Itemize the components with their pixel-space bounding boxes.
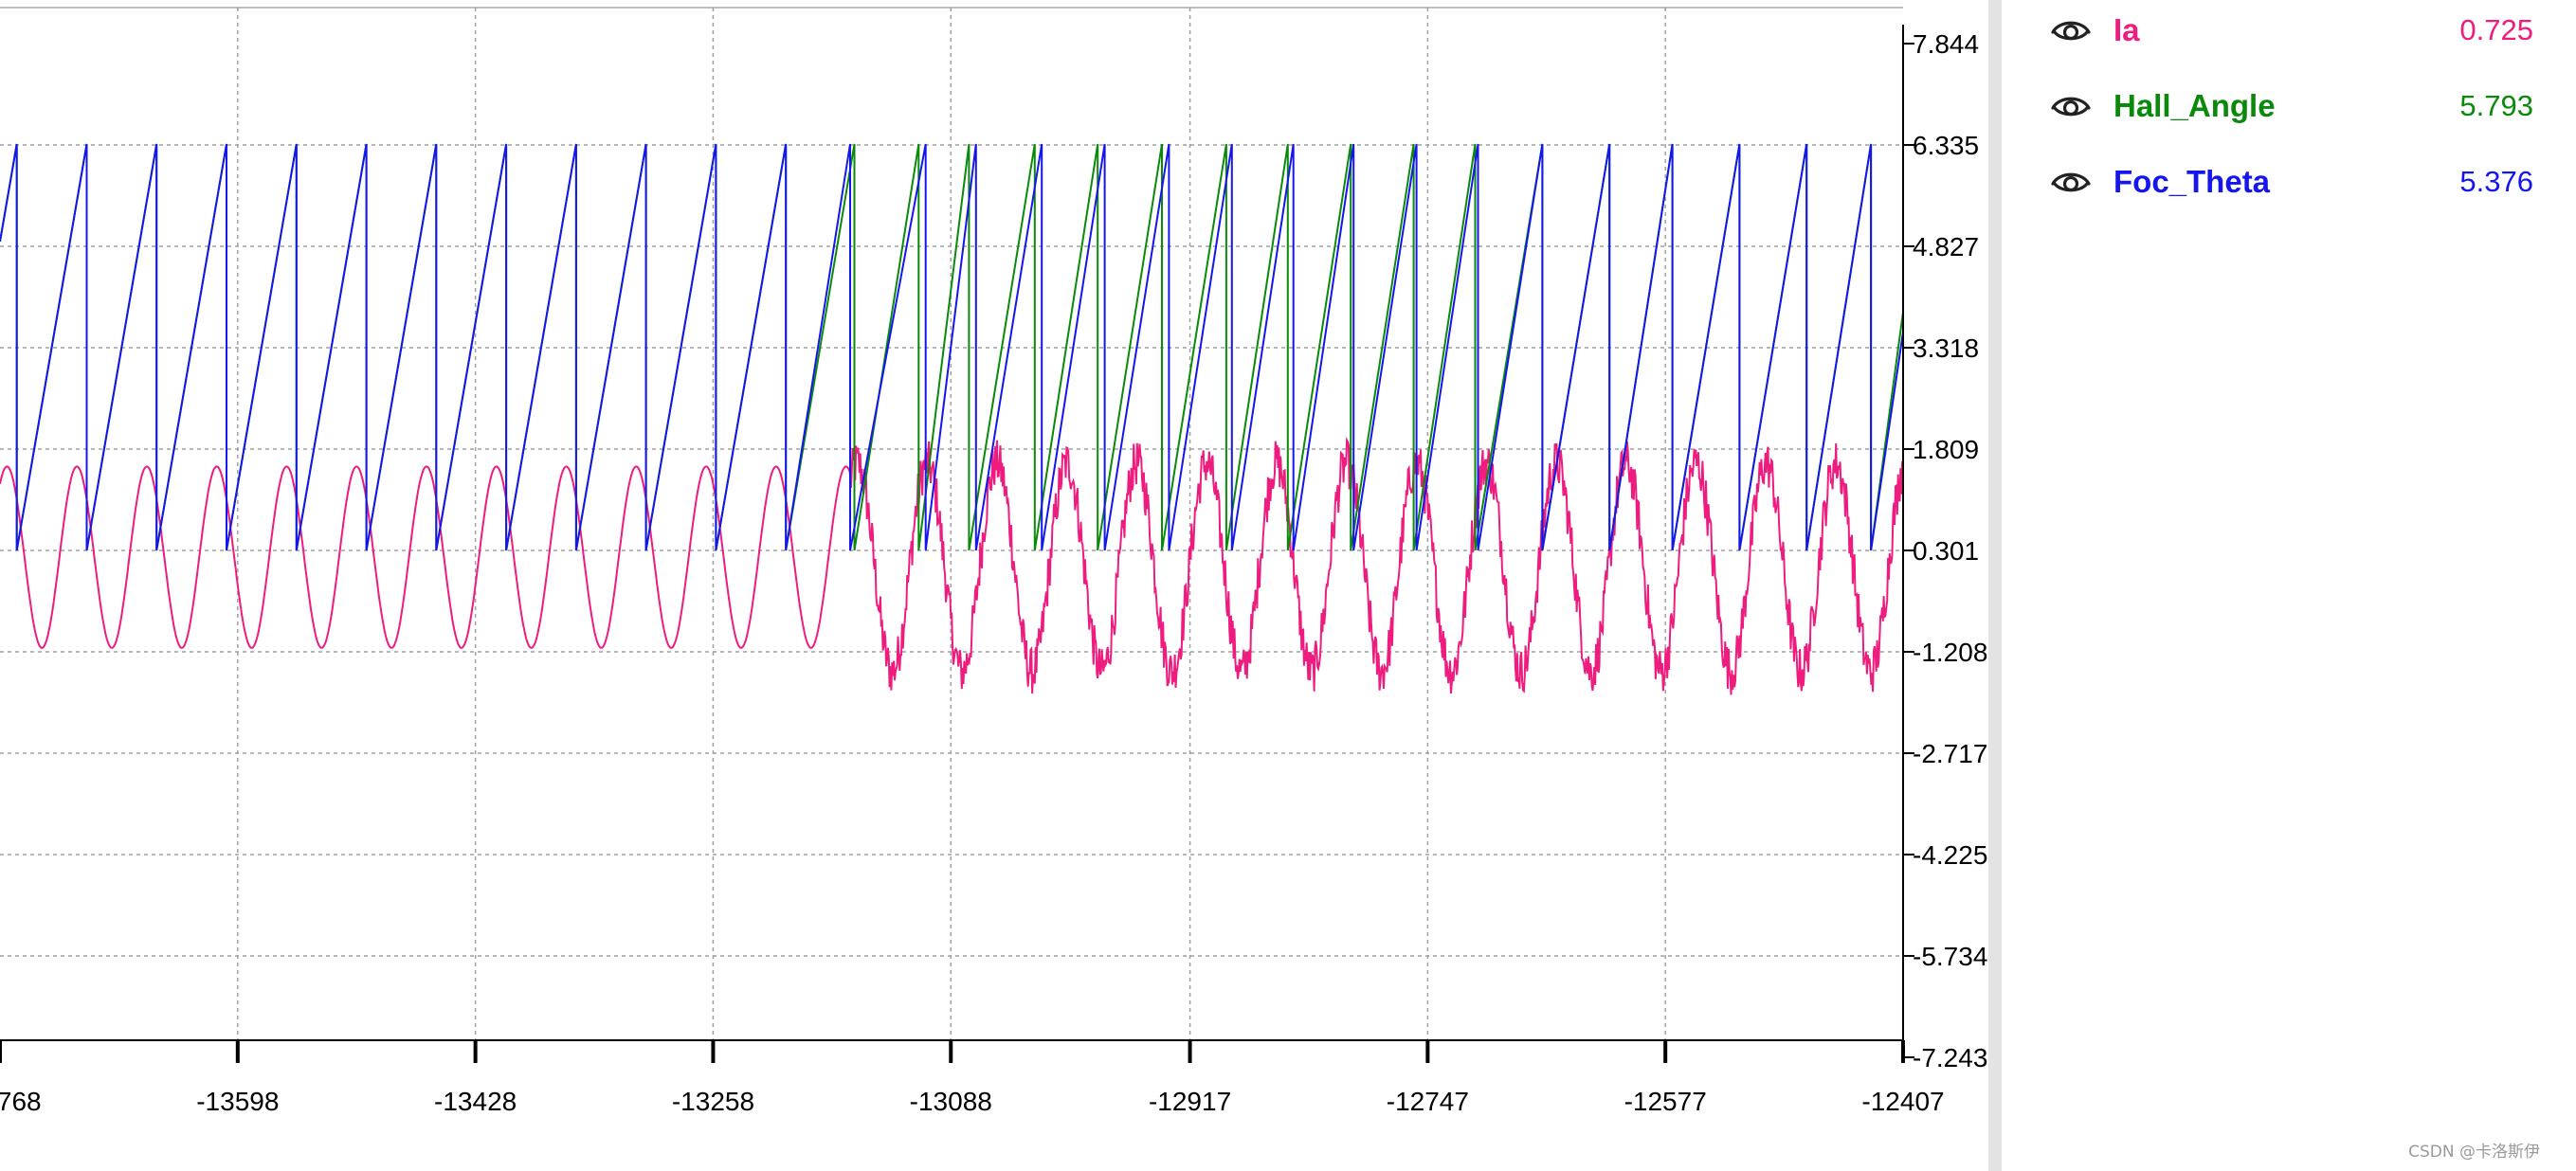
y-tick-label: 7.844 [1913, 29, 1979, 59]
legend-series-name: Hall_Angle [2113, 88, 2276, 123]
x-tick-label: -13598 [196, 1087, 279, 1116]
series-line-ia [0, 436, 1904, 695]
y-tick-label: -4.225 [1913, 840, 1987, 870]
eye-icon[interactable] [2050, 167, 2092, 197]
x-tick-label: -13768 [0, 1087, 42, 1116]
x-tick-label: -13088 [910, 1087, 992, 1116]
panel-splitter[interactable] [1988, 0, 2002, 1171]
legend-series-value: 0.725 [2459, 13, 2533, 46]
legend-series-value: 5.376 [2459, 165, 2533, 198]
x-tick-label: -13428 [434, 1087, 517, 1116]
x-tick-label: -12917 [1149, 1087, 1231, 1116]
y-tick-label: 4.827 [1913, 232, 1979, 261]
series-layer [0, 143, 1904, 695]
legend-series-value: 5.793 [2459, 89, 2533, 122]
plot-area[interactable]: -13768 -13598 -13428 -13258 -13088 -12917 -127… [0, 0, 1988, 1171]
y-tick-label: -7.243 [1913, 1043, 1987, 1072]
y-tick-label: 3.318 [1913, 333, 1979, 363]
y-tick-label: 0.301 [1913, 536, 1979, 566]
series-line-foc_theta [0, 143, 1904, 551]
legend-panel: Ia 0.725 Hall_Angle 5.793 Foc_Theta 5.376 [2003, 0, 2576, 1171]
legend-series-name: Ia [2113, 12, 2140, 47]
legend-series-name: Foc_Theta [2113, 164, 2271, 199]
y-tick-label: 1.809 [1913, 435, 1979, 464]
x-tick-label: -12577 [1624, 1087, 1707, 1116]
y-axis-ticks: 7.844 6.335 4.827 3.318 1.809 0.301 -1.208 -2.7… [1903, 29, 1987, 1072]
legend-item-hall_angle[interactable]: Hall_Angle 5.793 [2003, 80, 2533, 133]
y-tick-label: -2.717 [1913, 739, 1987, 768]
eye-icon[interactable] [2050, 15, 2092, 45]
x-tick-label: -13258 [672, 1087, 754, 1116]
legend-item-foc_theta[interactable]: Foc_Theta 5.376 [2003, 155, 2533, 208]
grid-lines [0, 7, 1903, 1040]
watermark-text: CSDN @卡洛斯伊 [2408, 1143, 2540, 1162]
eye-icon[interactable] [2050, 91, 2092, 121]
x-axis-ticks: -13768 -13598 -13428 -13258 -13088 -12917 -127… [0, 1040, 1945, 1116]
x-tick-label: -12747 [1387, 1087, 1469, 1116]
y-tick-label: -5.734 [1913, 942, 1987, 971]
x-tick-label: -12407 [1861, 1087, 1944, 1116]
y-tick-label: 6.335 [1913, 131, 1979, 160]
legend-item-ia[interactable]: Ia 0.725 [2003, 4, 2533, 57]
y-tick-label: -1.208 [1913, 638, 1987, 667]
